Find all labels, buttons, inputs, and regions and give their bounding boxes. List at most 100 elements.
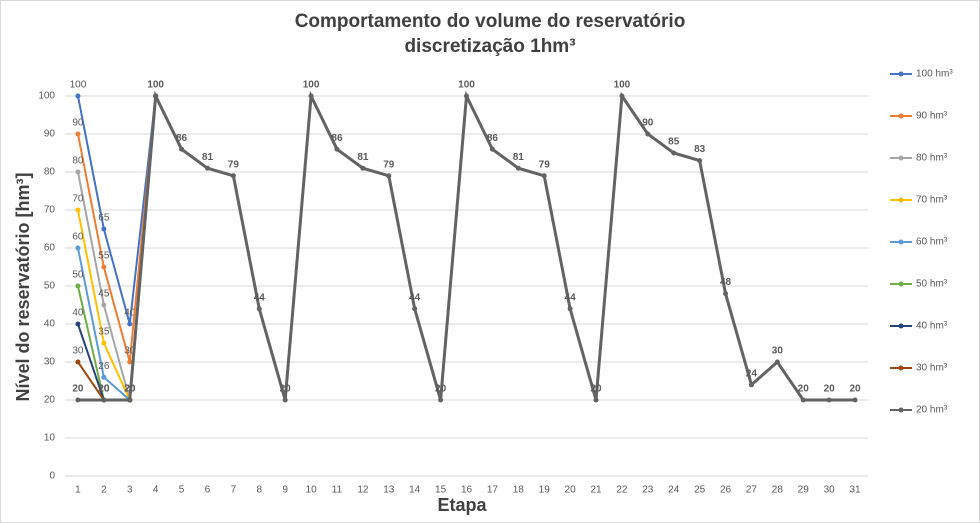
data-point bbox=[75, 397, 81, 403]
legend-label: 40 hm³ bbox=[916, 321, 948, 332]
chart-title: discretização 1hm³ bbox=[404, 36, 575, 57]
legend-label: 90 hm³ bbox=[916, 111, 948, 122]
data-point bbox=[438, 397, 444, 403]
data-point bbox=[101, 340, 107, 346]
x-tick-label: 11 bbox=[332, 485, 343, 496]
data-point bbox=[127, 397, 133, 403]
data-label: 20 bbox=[98, 384, 110, 395]
data-label: 79 bbox=[228, 159, 240, 170]
data-label: 20 bbox=[124, 384, 136, 395]
legend-swatch bbox=[898, 239, 904, 245]
y-tick-label: 30 bbox=[44, 357, 56, 368]
data-point bbox=[75, 131, 81, 137]
data-point bbox=[386, 173, 392, 179]
data-point bbox=[619, 93, 625, 99]
y-tick-label: 0 bbox=[49, 471, 55, 482]
data-label: 50 bbox=[72, 270, 84, 281]
data-point bbox=[308, 93, 314, 99]
data-point bbox=[515, 165, 521, 171]
data-point bbox=[101, 302, 107, 308]
data-point bbox=[204, 165, 210, 171]
x-tick-label: 6 bbox=[205, 485, 211, 496]
data-label: 20 bbox=[280, 384, 292, 395]
series-line bbox=[76, 95, 157, 325]
data-point bbox=[723, 291, 729, 297]
chart-title: Comportamento do volume do reservatório bbox=[295, 11, 686, 32]
data-label: 55 bbox=[98, 251, 110, 262]
legend-swatch bbox=[898, 71, 904, 77]
data-label: 60 bbox=[72, 232, 84, 243]
x-tick-label: 4 bbox=[153, 485, 159, 496]
data-label: 20 bbox=[98, 384, 110, 395]
data-label: 79 bbox=[539, 159, 551, 170]
data-label: 90 bbox=[642, 118, 654, 129]
y-tick-label: 80 bbox=[44, 167, 56, 178]
data-label: 30 bbox=[772, 346, 784, 357]
x-tick-label: 1 bbox=[75, 485, 81, 496]
data-point bbox=[464, 93, 469, 99]
legend-label: 100 hm³ bbox=[916, 69, 953, 80]
data-point bbox=[852, 397, 858, 403]
x-tick-label: 14 bbox=[409, 485, 421, 496]
data-label: 81 bbox=[513, 152, 525, 163]
data-point bbox=[748, 382, 754, 388]
x-tick-label: 12 bbox=[357, 485, 369, 496]
data-label: 20 bbox=[590, 384, 602, 395]
legend-label: 50 hm³ bbox=[916, 279, 948, 290]
legend-swatch bbox=[898, 365, 904, 371]
x-tick-label: 20 bbox=[565, 485, 577, 496]
data-label: 100 bbox=[303, 80, 320, 91]
legend-swatch bbox=[898, 281, 904, 287]
data-label: 20 bbox=[435, 384, 447, 395]
data-label: 81 bbox=[357, 152, 369, 163]
data-point bbox=[334, 146, 340, 152]
x-tick-label: 26 bbox=[720, 485, 732, 496]
data-point bbox=[127, 321, 133, 327]
data-label: 86 bbox=[331, 133, 343, 144]
legend-label: 60 hm³ bbox=[916, 237, 948, 248]
data-point bbox=[101, 374, 107, 380]
data-label: 44 bbox=[565, 292, 577, 303]
data-point bbox=[489, 146, 495, 152]
x-tick-label: 23 bbox=[642, 485, 654, 496]
data-point bbox=[127, 359, 133, 365]
data-label: 80 bbox=[72, 156, 84, 167]
x-tick-label: 30 bbox=[824, 485, 836, 496]
data-point bbox=[101, 264, 107, 270]
y-tick-label: 20 bbox=[44, 395, 56, 406]
data-label: 20 bbox=[98, 384, 110, 395]
x-tick-label: 31 bbox=[849, 485, 861, 496]
data-point bbox=[75, 245, 81, 251]
x-tick-label: 25 bbox=[694, 485, 706, 496]
data-point bbox=[75, 93, 81, 99]
x-tick-label: 8 bbox=[256, 485, 262, 496]
data-point bbox=[101, 226, 107, 232]
data-label: 70 bbox=[72, 194, 84, 205]
x-tick-label: 16 bbox=[461, 485, 473, 496]
data-label: 24 bbox=[746, 368, 758, 379]
y-tick-label: 10 bbox=[44, 433, 56, 444]
data-point bbox=[179, 146, 185, 152]
x-tick-label: 7 bbox=[231, 485, 237, 496]
legend-swatch bbox=[898, 197, 904, 203]
x-tick-label: 5 bbox=[179, 485, 185, 496]
data-point bbox=[360, 165, 366, 171]
data-point bbox=[75, 359, 81, 365]
x-tick-label: 18 bbox=[513, 485, 525, 496]
data-point bbox=[153, 93, 159, 99]
legend-swatch bbox=[898, 323, 904, 329]
x-tick-label: 19 bbox=[539, 485, 551, 496]
data-point bbox=[671, 150, 677, 156]
y-tick-label: 50 bbox=[44, 281, 56, 292]
data-point bbox=[75, 169, 81, 175]
data-point bbox=[774, 359, 780, 365]
legend-swatch bbox=[898, 113, 904, 119]
data-label: 26 bbox=[98, 361, 110, 372]
x-tick-label: 9 bbox=[282, 485, 288, 496]
data-label: 20 bbox=[72, 384, 84, 395]
data-point bbox=[101, 397, 107, 403]
y-tick-label: 100 bbox=[38, 91, 55, 102]
data-label: 40 bbox=[124, 308, 136, 319]
data-point bbox=[593, 397, 599, 403]
